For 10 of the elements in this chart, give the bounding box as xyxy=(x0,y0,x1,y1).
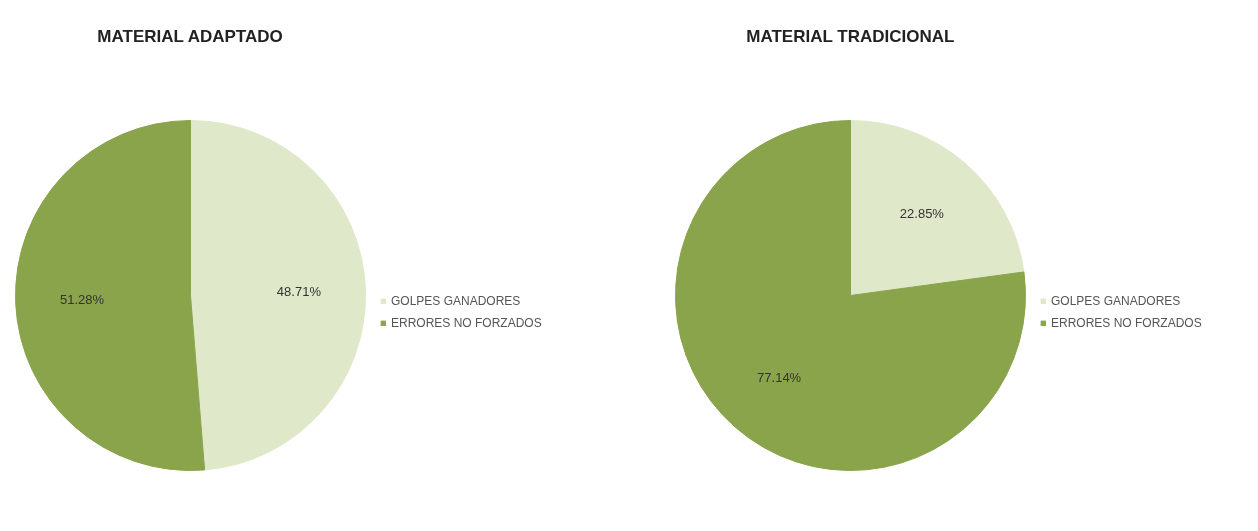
chart-title: MATERIAL ADAPTADO xyxy=(97,26,283,46)
data-label: 51.28% xyxy=(60,292,105,308)
legend-label: ERRORES NO FORZADOS xyxy=(391,316,542,330)
legend-label: GOLPES GANADORES xyxy=(391,294,521,308)
legend-label: GOLPES GANADORES xyxy=(1051,294,1181,308)
data-label: 22.85% xyxy=(899,206,945,222)
chart-title: MATERIAL TRADICIONAL xyxy=(746,26,955,46)
data-label: 77.14% xyxy=(757,369,802,385)
data-label: 48.71% xyxy=(276,283,322,299)
legend-label: ERRORES NO FORZADOS xyxy=(1051,316,1202,330)
